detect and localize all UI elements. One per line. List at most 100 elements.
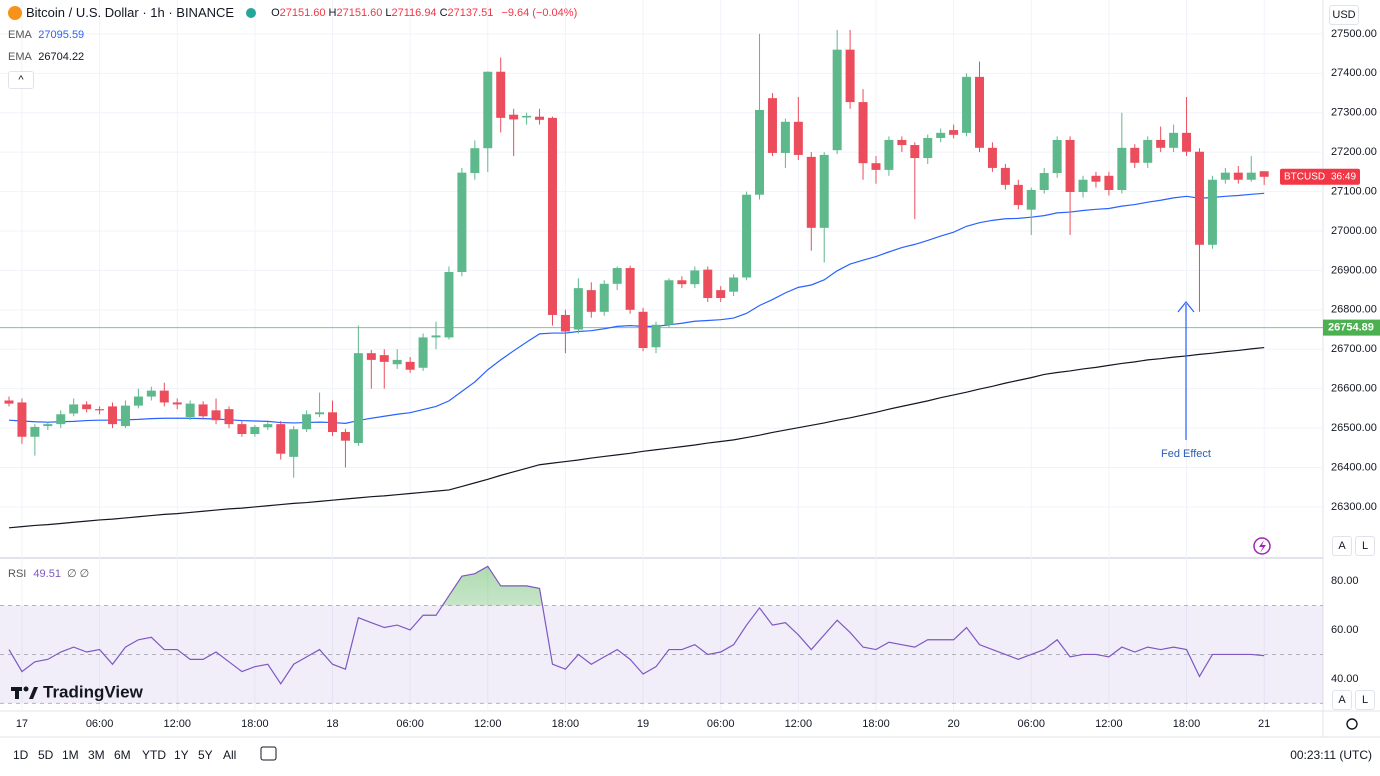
candle-body (405, 361, 415, 370)
x-tick-label: 20 (947, 718, 959, 730)
ohlc-value: 27151.60 (336, 6, 383, 19)
symbol-header: Bitcoin / U.S. Dollar · 1h · BINANCE O27… (8, 5, 577, 20)
x-tick-label: 18:00 (1173, 718, 1201, 730)
candle-body (1220, 172, 1230, 180)
calendar-icon[interactable] (260, 746, 277, 761)
auto-scale[interactable]: A (1332, 690, 1352, 710)
candle-body (483, 71, 493, 149)
x-tick-label: 12:00 (163, 718, 191, 730)
range-button[interactable]: 5Y (198, 748, 213, 762)
symbol-tag-bg (1280, 168, 1360, 185)
status-dot (246, 7, 257, 18)
candle-body (146, 390, 156, 397)
candle-body (366, 353, 376, 360)
candle-body (845, 49, 855, 103)
bottom-toolbar-bg (0, 737, 1380, 776)
y-tick-label: 26800.00 (1331, 304, 1377, 316)
candle-body (664, 280, 674, 325)
candle-body (198, 404, 208, 417)
range-button[interactable]: 3M (88, 748, 105, 762)
candle-body (1026, 189, 1036, 210)
range-button[interactable]: 5D (38, 748, 54, 762)
ema-name: EMA (8, 29, 32, 41)
change: −9.64 (−0.04%) (501, 6, 578, 19)
currency-button[interactable]: USD (1329, 5, 1359, 25)
logo-part (29, 687, 38, 699)
candle-body (133, 396, 143, 406)
candle-body (340, 432, 350, 441)
y-tick-label: 26700.00 (1331, 343, 1377, 355)
brand-logo (11, 686, 38, 699)
candle-body (1246, 172, 1256, 180)
candle-body (185, 403, 195, 418)
coin-icon (8, 5, 22, 20)
range-button[interactable]: YTD (142, 748, 166, 762)
y-tick-label: 40.00 (1331, 673, 1359, 685)
candle-body (923, 137, 933, 159)
candle-body (535, 116, 545, 120)
candle-body (4, 400, 14, 404)
candle-body (625, 268, 635, 310)
symbol-tag-countdown: 36:49 (1331, 171, 1356, 182)
range-button[interactable]: 6M (114, 748, 131, 762)
range-button[interactable]: 1M (62, 748, 79, 762)
auto-scale[interactable]: A (1332, 536, 1352, 556)
ohlc-value: 27137.51 (447, 6, 494, 19)
range-button[interactable]: All (223, 748, 237, 762)
candle-body (470, 148, 480, 174)
collapse-legend[interactable]: ^ (8, 71, 34, 89)
candle-body (1156, 139, 1166, 148)
candle-body (547, 117, 557, 315)
alert-bolt (1259, 540, 1266, 553)
candle-body (1130, 147, 1140, 163)
candle-body (159, 390, 169, 403)
x-tick-label: 12:00 (474, 718, 502, 730)
candle-body (780, 121, 790, 153)
candle-body (211, 410, 221, 421)
candle-body (729, 277, 739, 292)
y-tick-label: 27000.00 (1331, 225, 1377, 237)
candle-body (1259, 171, 1269, 177)
candle-body (573, 288, 583, 330)
range-button[interactable]: 1D (13, 748, 29, 762)
ohlc-value: 27151.60 (279, 6, 326, 19)
y-tick-label: 27300.00 (1331, 107, 1377, 119)
rsi-line (8, 565, 1265, 685)
settings-icon[interactable] (1346, 718, 1358, 730)
ohlc-legend: O27151.60 H27151.60 L27116.94 C27137.51 (268, 7, 493, 19)
alert-icon[interactable] (1253, 537, 1271, 555)
candle-body (819, 154, 829, 228)
rsi-band (0, 605, 1323, 704)
ema-value: 27095.59 (38, 29, 85, 41)
log-scale[interactable]: L (1355, 536, 1375, 556)
candle-body (1117, 147, 1127, 190)
y-tick-label: 26900.00 (1331, 264, 1377, 276)
candle-body (1013, 184, 1023, 205)
candle-body (1065, 139, 1075, 192)
range-button[interactable]: 1Y (174, 748, 189, 762)
candle-body (302, 414, 312, 430)
candle-body (95, 409, 105, 411)
candle-body (289, 429, 299, 457)
x-tick-label: 06:00 (396, 718, 424, 730)
ema-line (8, 346, 1265, 529)
log-scale[interactable]: L (1355, 690, 1375, 710)
candle-body (677, 280, 687, 285)
candle-body (612, 268, 622, 284)
candle-body (884, 139, 894, 170)
x-tick-label: 06:00 (707, 718, 735, 730)
candle-body (444, 271, 454, 338)
rsi-params: ∅ ∅ (67, 568, 90, 580)
candle-body (975, 76, 984, 148)
candle-body (1078, 179, 1088, 192)
ohlc-value: 27116.94 (391, 6, 437, 19)
candle-body (379, 355, 389, 362)
candle-body (793, 121, 803, 155)
annotation-arrow (1177, 301, 1195, 440)
candle-body (599, 283, 609, 312)
y-tick-label: 26300.00 (1331, 501, 1377, 513)
rsi-legend: RSI 49.51 ∅ ∅ (8, 567, 89, 580)
candle-body (108, 406, 118, 425)
